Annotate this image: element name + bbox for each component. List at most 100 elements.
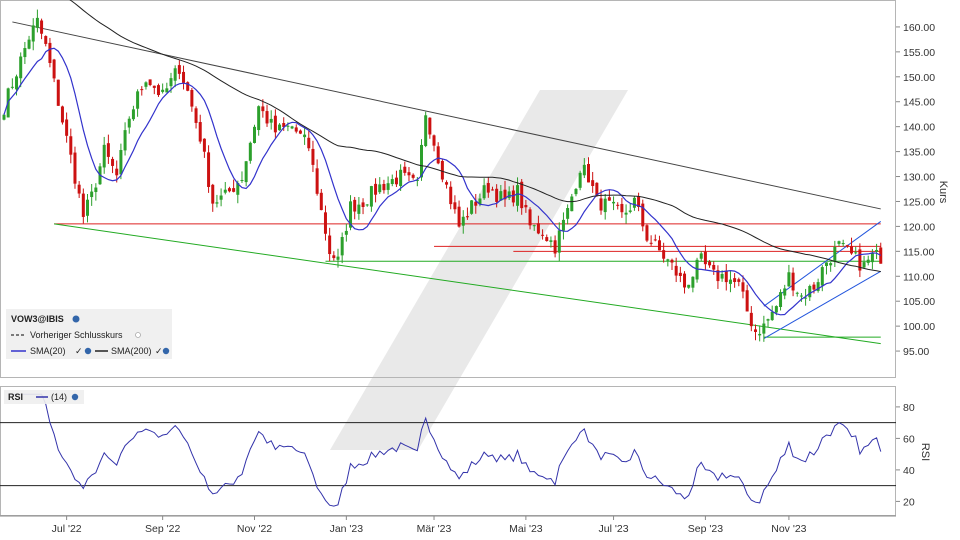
candle-body (829, 263, 833, 266)
candle-body (599, 198, 603, 211)
candle-body (841, 243, 845, 245)
legend-sma20-settings-icon[interactable] (84, 347, 92, 355)
sma200-line (69, 0, 881, 273)
candle-body (415, 179, 419, 181)
candle-body (858, 249, 862, 271)
candle-body (44, 36, 48, 44)
candle-body (119, 150, 123, 175)
candle-body (177, 65, 181, 74)
candle-body (2, 114, 6, 120)
price-tick-label: 160.00 (903, 22, 935, 34)
candle-body (23, 48, 27, 58)
support-line (54, 223, 881, 345)
candle-body (420, 144, 423, 178)
candle-body (374, 183, 378, 195)
candle-body (624, 212, 628, 215)
rsi-line (8, 393, 882, 507)
candle-body (336, 256, 340, 260)
rsi-legend-settings-icon[interactable] (71, 393, 79, 401)
candle-body (712, 265, 716, 270)
candle-body (27, 39, 31, 49)
candle-body (486, 183, 490, 193)
candle-body (111, 158, 115, 166)
candle-body (349, 201, 353, 228)
candle-body (257, 106, 261, 131)
candle-body (65, 119, 69, 136)
price-panel-frame (0, 0, 896, 378)
candle-body (582, 164, 586, 176)
rsi-tick-label: 40 (903, 465, 915, 477)
price-axis: 95.00 100.00 105.00 110.00 115.00 120.00 125.0… (896, 22, 935, 358)
price-tick-label: 110.00 (903, 271, 934, 283)
candle-body (73, 152, 77, 184)
candle-body (758, 333, 762, 336)
candle-body (482, 185, 486, 199)
price-tick-label: 115.00 (903, 246, 934, 258)
legend-sma200-settings-icon[interactable] (162, 347, 170, 355)
candle-body (56, 79, 60, 106)
candle-body (516, 185, 520, 206)
candle-body (670, 259, 674, 263)
candle-body (136, 91, 140, 109)
moving-averages (3, 0, 882, 316)
candle-body (445, 182, 449, 185)
candle-body (323, 212, 327, 234)
candle-body (244, 161, 248, 183)
candle-body (211, 184, 215, 204)
legend-prev-close-label: Vorheriger Schlusskurs (30, 330, 123, 340)
candle-body (403, 166, 407, 173)
candle-body (783, 288, 787, 296)
price-tick-label: 145.00 (903, 97, 935, 109)
candle-body (152, 85, 156, 88)
candle-body (407, 172, 411, 176)
candle-body (733, 278, 737, 283)
candle-body (240, 179, 244, 181)
candle-body (123, 130, 127, 151)
candle-body (86, 199, 89, 216)
price-tick-label: 130.00 (903, 172, 935, 184)
candle-body (641, 203, 645, 227)
candle-body (294, 127, 298, 132)
candle-body (94, 187, 98, 193)
candle-body (399, 169, 403, 187)
candle-body (411, 174, 415, 178)
candle-body (357, 204, 361, 214)
rsi-tick-label: 80 (903, 402, 915, 414)
candle-body (144, 82, 148, 87)
legend-symbol-info-icon[interactable] (72, 315, 80, 323)
legend-sma200-check-icon[interactable]: ✓ (155, 346, 163, 356)
candle-body (215, 202, 219, 204)
price-tick-label: 95.00 (903, 346, 929, 358)
candle-body (236, 183, 240, 195)
candle-body (662, 250, 666, 259)
candle-body (219, 195, 223, 200)
date-tick-label: Jan '23 (330, 523, 364, 535)
legend-sma20-label: SMA(20) (30, 346, 66, 356)
candle-body (536, 223, 540, 234)
candle-body (787, 272, 791, 287)
candle-body (595, 182, 599, 196)
candle-body (202, 138, 206, 152)
date-tick-label: Nov '23 (771, 523, 806, 535)
candle-body (870, 252, 874, 263)
price-legend: VOW3@IBIS Vorheriger Schlusskurs SMA(20)… (6, 309, 172, 359)
trend-line (12, 21, 881, 210)
legend-prev-close-toggle-icon[interactable] (135, 332, 141, 338)
candle-body (845, 245, 849, 247)
legend-sma20-check-icon[interactable]: ✓ (75, 346, 83, 356)
candle-body (737, 279, 741, 282)
candle-body (424, 115, 428, 147)
candle-body (131, 109, 135, 120)
candle-body (261, 106, 265, 112)
candle-body (207, 152, 211, 187)
candle-body (862, 262, 866, 268)
rsi-legend-label: RSI (8, 392, 23, 402)
price-tick-label: 150.00 (903, 72, 935, 84)
candle-body (298, 130, 302, 134)
candle-body (545, 237, 549, 242)
candle-body (394, 177, 398, 185)
date-tick-label: Sep '22 (145, 523, 180, 535)
candle-body (161, 89, 165, 92)
candle-body (549, 240, 553, 242)
